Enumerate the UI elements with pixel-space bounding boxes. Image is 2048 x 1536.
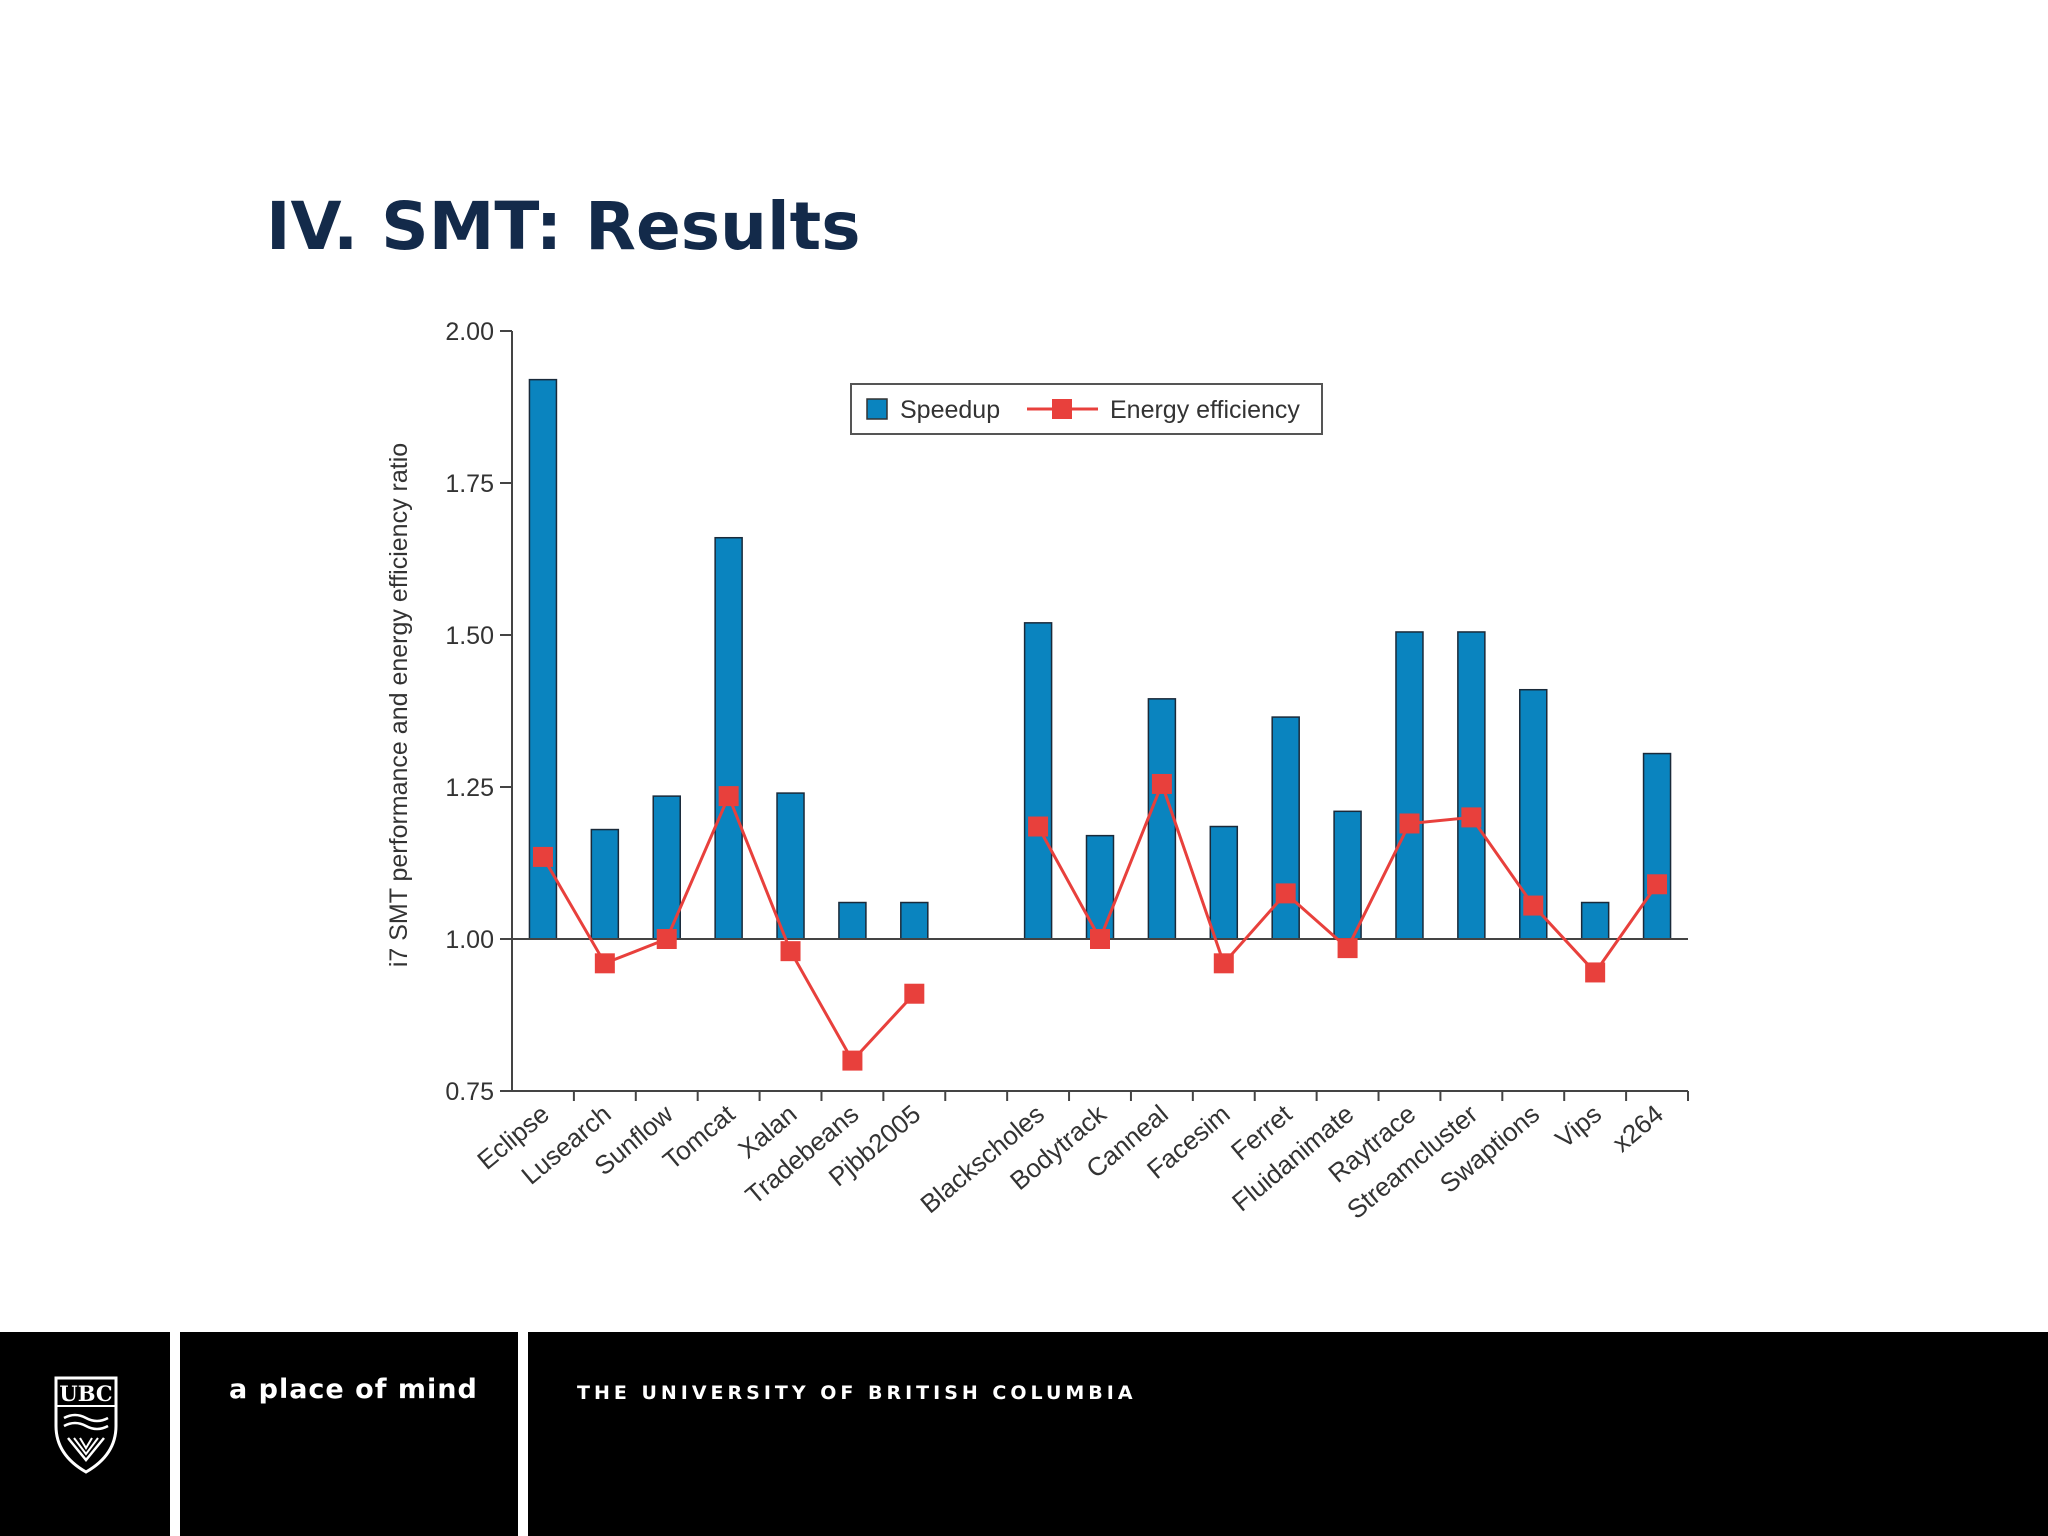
speedup-bar	[528, 378, 558, 940]
ubc-crest-icon: UBC	[54, 1376, 118, 1474]
speedup-bar	[590, 828, 620, 940]
energy-efficiency-point	[718, 786, 739, 807]
speedup-bars	[528, 378, 1672, 940]
y-tick-label: 0.75	[445, 1078, 494, 1106]
energy-efficiency-point	[1275, 883, 1296, 904]
x-tick-label: Vips	[1549, 1099, 1607, 1154]
energy-efficiency-point	[656, 929, 677, 949]
speedup-bar	[1085, 834, 1115, 940]
energy-efficiency-point	[532, 846, 553, 867]
speedup-bar	[776, 792, 805, 940]
energy-efficiency-point	[1337, 938, 1358, 959]
energy-efficiency-point	[594, 953, 615, 974]
y-axis-label: i7 SMT performance and energy efficiency…	[385, 443, 413, 967]
legend-energy-label: Energy efficiency	[1110, 396, 1300, 424]
energy-efficiency-point	[1090, 929, 1110, 949]
speedup-bar	[1023, 622, 1053, 940]
chart: i7 SMT performance and energy efficiency…	[385, 318, 1689, 1225]
x-tick-label: x264	[1606, 1099, 1668, 1158]
speedup-bar	[1209, 825, 1239, 940]
slide-title: IV. SMT: Results	[266, 188, 861, 265]
speedup-bar	[1457, 631, 1486, 940]
energy-efficiency-point	[1399, 813, 1420, 834]
legend-speedup-swatch	[866, 398, 888, 420]
logo-text: UBC	[59, 1381, 112, 1406]
speedup-bar	[900, 901, 929, 940]
energy-efficiency-point	[1461, 807, 1482, 828]
energy-efficiency-point	[1213, 953, 1234, 974]
energy-efficiency-point	[904, 983, 925, 1004]
y-tick-label: 1.50	[445, 622, 494, 650]
energy-efficiency-point	[1523, 895, 1544, 916]
footer: UBC a place of mind THE UNIVERSITY OF BR…	[0, 1332, 2048, 1536]
footer-separator	[518, 1332, 528, 1536]
y-tick-label: 1.00	[445, 926, 494, 954]
energy-efficiency-point	[780, 941, 801, 962]
speedup-bar	[838, 901, 867, 940]
speedup-bar	[714, 536, 743, 940]
legend: Speedup Energy efficiency	[850, 383, 1323, 435]
speedup-bar	[1333, 810, 1362, 940]
legend-energy-marker	[1052, 399, 1072, 419]
speedup-bar	[1147, 698, 1177, 940]
legend-speedup-label: Speedup	[900, 396, 1000, 424]
footer-tagline: a place of mind	[229, 1374, 478, 1405]
footer-university-name: THE UNIVERSITY OF BRITISH COLUMBIA	[577, 1382, 1137, 1404]
axes: 0.751.001.251.501.752.00EclipseLusearchS…	[445, 318, 1689, 1225]
speedup-bar	[1580, 901, 1610, 940]
energy-efficiency-point	[1585, 962, 1606, 983]
speedup-bar	[1642, 752, 1672, 940]
footer-separator	[170, 1332, 180, 1536]
energy-efficiency-series	[532, 773, 1668, 1071]
energy-efficiency-point	[1151, 773, 1172, 794]
y-tick-label: 1.75	[445, 470, 494, 498]
speedup-bar	[1395, 631, 1424, 940]
energy-efficiency-point	[1647, 874, 1668, 895]
energy-efficiency-point	[1028, 816, 1049, 837]
x-tick-label: Tomcat	[657, 1098, 741, 1175]
y-tick-label: 2.00	[445, 318, 494, 346]
y-tick-label: 1.25	[445, 774, 494, 802]
energy-efficiency-point	[842, 1050, 863, 1071]
